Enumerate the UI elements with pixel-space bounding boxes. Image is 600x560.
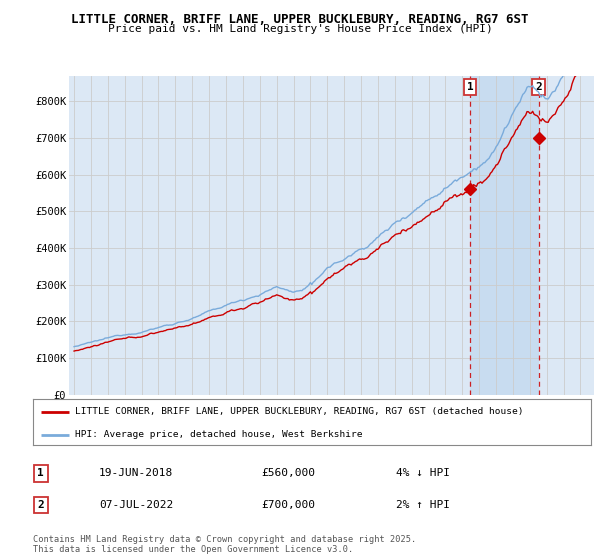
Text: 4% ↓ HPI: 4% ↓ HPI bbox=[396, 468, 450, 478]
Text: 2% ↑ HPI: 2% ↑ HPI bbox=[396, 500, 450, 510]
Text: HPI: Average price, detached house, West Berkshire: HPI: Average price, detached house, West… bbox=[75, 431, 362, 440]
Text: 19-JUN-2018: 19-JUN-2018 bbox=[99, 468, 173, 478]
Bar bbox=[470, 76, 539, 395]
Text: 2: 2 bbox=[37, 500, 44, 510]
Text: 07-JUL-2022: 07-JUL-2022 bbox=[99, 500, 173, 510]
Text: LITTLE CORNER, BRIFF LANE, UPPER BUCKLEBURY, READING, RG7 6ST (detached house): LITTLE CORNER, BRIFF LANE, UPPER BUCKLEB… bbox=[75, 407, 523, 416]
Text: LITTLE CORNER, BRIFF LANE, UPPER BUCKLEBURY, READING, RG7 6ST: LITTLE CORNER, BRIFF LANE, UPPER BUCKLEB… bbox=[71, 13, 529, 26]
Text: Contains HM Land Registry data © Crown copyright and database right 2025.
This d: Contains HM Land Registry data © Crown c… bbox=[33, 535, 416, 554]
Text: 2: 2 bbox=[535, 82, 542, 92]
Text: 1: 1 bbox=[37, 468, 44, 478]
Text: £560,000: £560,000 bbox=[261, 468, 315, 478]
Text: Price paid vs. HM Land Registry's House Price Index (HPI): Price paid vs. HM Land Registry's House … bbox=[107, 24, 493, 34]
Text: 1: 1 bbox=[467, 82, 473, 92]
Text: £700,000: £700,000 bbox=[261, 500, 315, 510]
